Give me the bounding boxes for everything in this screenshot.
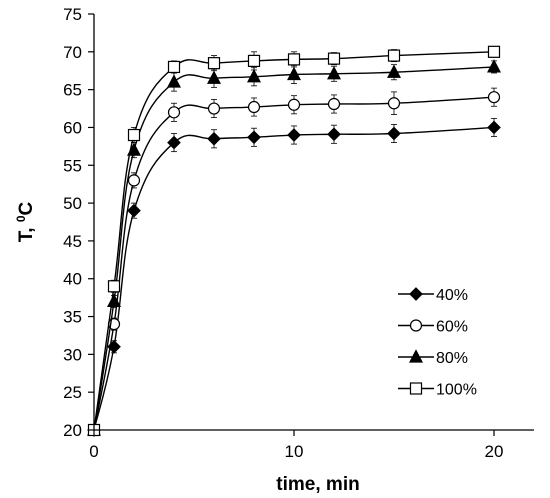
data-point	[127, 203, 141, 218]
data-point	[327, 127, 341, 142]
x-tick-label: 20	[485, 442, 504, 461]
data-point	[167, 74, 181, 88]
data-point	[287, 128, 301, 142]
y-tick-label: 25	[63, 383, 82, 402]
y-tick-label: 35	[63, 308, 82, 327]
data-point	[167, 106, 181, 119]
legend-entry: 80%	[398, 349, 468, 367]
series-80pct	[87, 59, 501, 436]
data-point	[387, 126, 401, 141]
data-point	[127, 128, 141, 142]
legend-label: 100%	[436, 382, 477, 399]
data-point	[247, 54, 261, 67]
data-point	[327, 52, 341, 65]
tick-labels: 20 25 30 35 40 45 50 55 60 65 70 75 0 10 20	[63, 5, 503, 461]
legend-entry: 60%	[398, 319, 468, 336]
data-point	[327, 65, 341, 80]
data-point	[287, 66, 301, 81]
data-point	[107, 280, 121, 293]
x-axis-title: time, min	[276, 474, 359, 495]
data-point	[167, 60, 181, 74]
x-tick-label: 10	[285, 442, 304, 461]
y-axis-title-sup: 0	[14, 215, 28, 222]
y-tick-label: 50	[63, 194, 82, 213]
data-point	[247, 100, 261, 114]
legend-marker	[409, 382, 423, 395]
series-line	[93, 66, 495, 431]
legend-marker	[409, 287, 423, 301]
legend-label: 60%	[436, 319, 468, 336]
data-point	[487, 91, 501, 104]
data-point	[487, 45, 501, 58]
axes	[93, 14, 534, 431]
data-point	[387, 97, 401, 110]
data-point	[127, 174, 141, 187]
data-point	[287, 53, 301, 66]
legend-entry: 40%	[398, 287, 468, 304]
data-point	[247, 68, 261, 83]
data-point	[167, 135, 181, 150]
y-axis-title-unit: C	[16, 201, 37, 215]
series-line	[93, 96, 495, 431]
data-point	[207, 131, 221, 146]
data-point	[247, 130, 261, 145]
y-tick-label: 60	[63, 118, 82, 137]
data-point	[327, 97, 341, 111]
y-tick-label: 75	[63, 5, 82, 24]
data-point	[287, 98, 301, 111]
y-tick-label: 55	[63, 156, 82, 175]
data-point	[487, 59, 501, 73]
legend-marker	[409, 319, 423, 332]
legend: 40% 60% 80% 100%	[398, 287, 477, 399]
y-tick-label: 20	[63, 421, 82, 440]
legend-label: 40%	[436, 287, 468, 304]
y-axis-title-main: T,	[16, 222, 37, 242]
series-line	[93, 126, 495, 431]
x-tick-label: 0	[89, 442, 98, 461]
data-point	[387, 49, 401, 62]
y-tick-label: 30	[63, 345, 82, 364]
data-point	[207, 70, 221, 84]
legend-label: 80%	[436, 350, 468, 367]
data-point	[487, 120, 501, 135]
data-point	[207, 57, 221, 70]
y-tick-label: 65	[63, 81, 82, 100]
data-point	[387, 64, 401, 78]
series-layer	[87, 45, 501, 437]
data-point	[207, 102, 221, 115]
legend-entry: 100%	[398, 382, 477, 399]
y-tick-label: 45	[63, 232, 82, 251]
y-axis-title: T, 0C	[14, 201, 37, 242]
y-tick-label: 70	[63, 43, 82, 62]
legend-marker	[409, 349, 423, 363]
y-tick-label: 40	[63, 270, 82, 289]
